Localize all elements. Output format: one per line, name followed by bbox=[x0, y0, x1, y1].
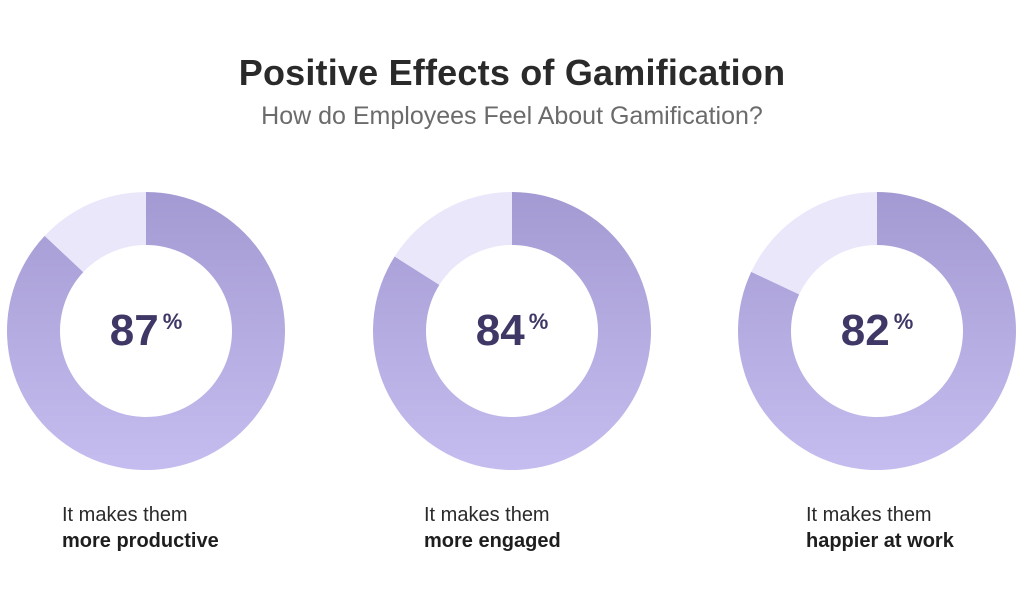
page-subtitle: How do Employees Feel About Gamification… bbox=[261, 102, 763, 130]
caption-line1: It makes them bbox=[424, 504, 550, 526]
donut-filled-segment bbox=[7, 192, 285, 470]
caption-line2: happier at work bbox=[806, 530, 954, 552]
percentage-label: 82 % bbox=[738, 192, 1016, 470]
percentage-value: 84 bbox=[475, 306, 525, 355]
donut-svg bbox=[7, 192, 285, 470]
percentage-label: 87 % bbox=[7, 192, 285, 470]
caption-line1: It makes them bbox=[62, 504, 188, 526]
donut-chart-happier: 82 % bbox=[738, 192, 1016, 470]
donut-remainder-segment bbox=[751, 192, 877, 295]
percentage-value: 87 bbox=[109, 306, 159, 355]
donut-filled-segment bbox=[738, 192, 1016, 470]
caption-line1: It makes them bbox=[806, 504, 932, 526]
percentage-unit: % bbox=[893, 309, 914, 334]
donut-chart-productive: 87 % bbox=[7, 192, 285, 470]
page-title: Positive Effects of Gamification bbox=[238, 52, 786, 93]
donut-remainder-segment bbox=[394, 192, 512, 285]
donut-remainder-segment bbox=[44, 192, 146, 273]
caption-engaged: It makes them more engaged bbox=[424, 502, 664, 554]
donut-svg bbox=[373, 192, 651, 470]
percentage-value: 82 bbox=[840, 306, 890, 355]
donut-svg bbox=[738, 192, 1016, 470]
percentage-unit: % bbox=[528, 309, 549, 334]
donut-filled-segment bbox=[373, 192, 651, 470]
percentage-label: 84 % bbox=[373, 192, 651, 470]
donut-chart-engaged: 84 % bbox=[373, 192, 651, 470]
caption-line2: more productive bbox=[62, 530, 219, 552]
caption-productive: It makes them more productive bbox=[62, 502, 302, 554]
caption-line2: more engaged bbox=[424, 530, 561, 552]
caption-happier: It makes them happier at work bbox=[806, 502, 1024, 554]
percentage-unit: % bbox=[162, 309, 183, 334]
